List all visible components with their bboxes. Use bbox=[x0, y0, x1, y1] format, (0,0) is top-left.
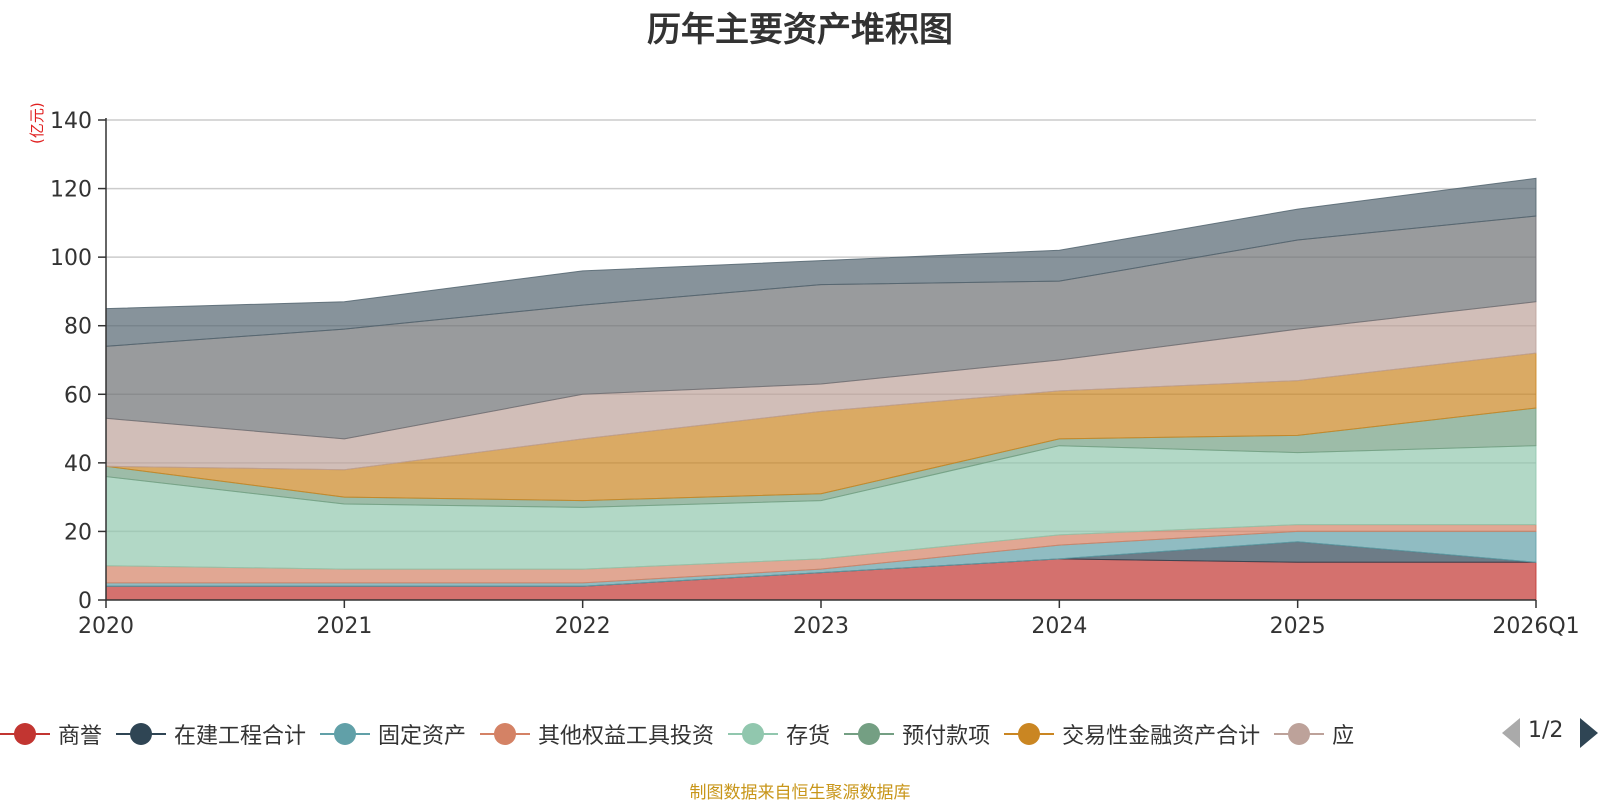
legend-item[interactable]: 交易性金融资产合计 bbox=[1004, 714, 1260, 754]
chart-title: 历年主要资产堆积图 bbox=[647, 10, 953, 50]
x-tick-label: 2025 bbox=[1270, 614, 1326, 639]
legend-marker-icon bbox=[480, 722, 531, 746]
x-tick-label: 2026Q1 bbox=[1492, 614, 1579, 639]
legend-marker-icon bbox=[116, 722, 167, 746]
legend-label: 固定资产 bbox=[378, 724, 467, 749]
legend-marker-icon bbox=[1004, 722, 1055, 746]
y-tick-label: 20 bbox=[64, 520, 92, 545]
y-tick-label: 40 bbox=[64, 452, 92, 477]
legend-label: 其他权益工具投资 bbox=[538, 724, 715, 749]
x-tick-label: 2024 bbox=[1031, 614, 1087, 639]
y-tick-label: 60 bbox=[64, 383, 92, 408]
legend-label: 应 bbox=[1332, 724, 1355, 749]
x-tick-label: 2023 bbox=[793, 614, 849, 639]
legend-label: 预付款项 bbox=[902, 724, 991, 749]
legend: 商誉 在建工程合计 固定资产 其他权益工具投资 存货 预付款项 交易性金融资产合计 应 bbox=[0, 714, 1478, 754]
legend-marker-icon bbox=[320, 722, 371, 746]
legend-marker-icon bbox=[728, 722, 779, 746]
area-series-其他 bbox=[105, 177, 1537, 347]
legend-label: 商誉 bbox=[58, 724, 103, 749]
legend-next-page-icon[interactable] bbox=[1580, 718, 1598, 748]
area-series-group bbox=[105, 177, 1537, 601]
legend-label: 存货 bbox=[786, 724, 831, 749]
legend-marker-icon bbox=[0, 722, 50, 746]
y-tick-label: 80 bbox=[64, 315, 92, 340]
legend-label: 在建工程合计 bbox=[174, 724, 307, 749]
x-tick-label: 2022 bbox=[555, 614, 611, 639]
legend-item[interactable]: 预付款项 bbox=[844, 714, 990, 754]
legend-item[interactable]: 固定资产 bbox=[320, 714, 466, 754]
axes: 0 20 40 60 80 100 120 140 2020 2021 2022 2023 2024 20… bbox=[50, 109, 1580, 639]
y-tick-label: 120 bbox=[50, 178, 92, 203]
y-tick-label: 140 bbox=[50, 109, 92, 134]
legend-page-indicator: 1/2 bbox=[1528, 718, 1564, 743]
y-tick-label: 0 bbox=[78, 589, 92, 614]
data-source-note: 制图数据来自恒生聚源数据库 bbox=[689, 783, 911, 803]
x-tick-label: 2021 bbox=[316, 614, 372, 639]
legend-marker-icon bbox=[1274, 722, 1325, 746]
legend-item[interactable]: 其他权益工具投资 bbox=[480, 714, 714, 754]
x-tick-label: 2020 bbox=[78, 614, 134, 639]
y-axis-unit-label: (亿元) bbox=[28, 102, 46, 144]
legend-item[interactable]: 在建工程合计 bbox=[116, 714, 306, 754]
legend-label: 交易性金融资产合计 bbox=[1062, 724, 1261, 749]
legend-item[interactable]: 应 bbox=[1274, 714, 1354, 754]
legend-marker-icon bbox=[844, 722, 895, 746]
legend-item[interactable]: 存货 bbox=[728, 714, 830, 754]
legend-prev-page-icon[interactable] bbox=[1502, 718, 1520, 748]
legend-pager: 1/2 bbox=[1496, 716, 1600, 752]
y-tick-label: 100 bbox=[50, 246, 92, 271]
legend-item[interactable]: 商誉 bbox=[0, 714, 102, 754]
